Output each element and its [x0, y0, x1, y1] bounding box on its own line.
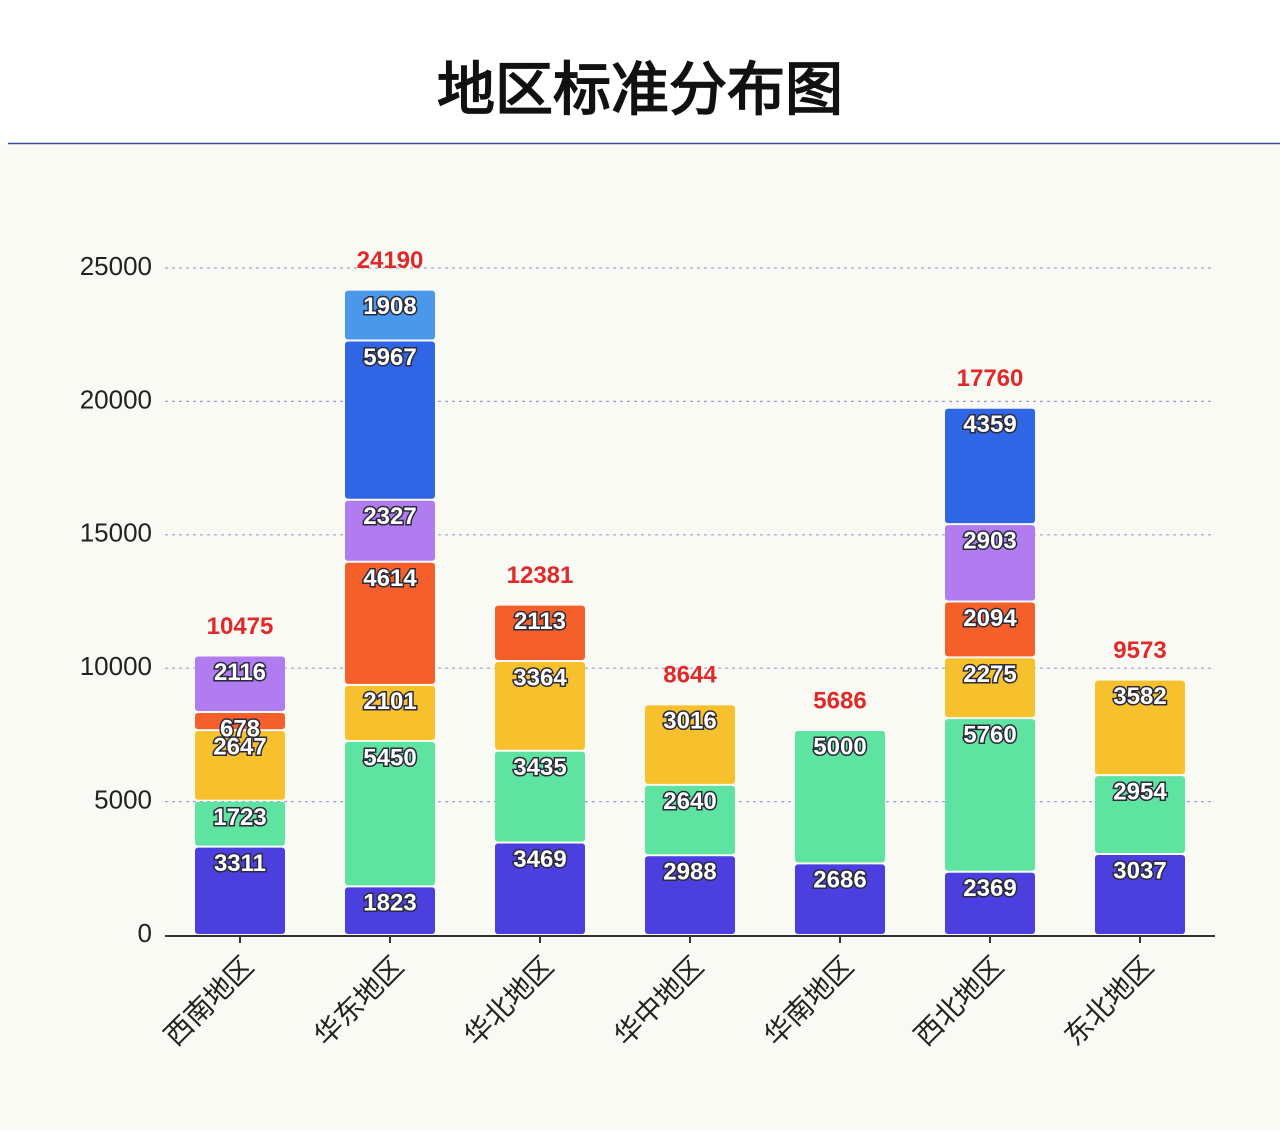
- segment-label: 1723: [213, 804, 266, 831]
- y-tick-label: 10000: [80, 651, 152, 681]
- y-tick-label: 5000: [94, 784, 152, 814]
- segment-label: 2327: [363, 503, 416, 530]
- segment-label: 3469: [513, 846, 566, 873]
- segment-label: 4359: [963, 411, 1016, 438]
- segment-label: 3582: [1113, 683, 1166, 710]
- total-label: 9573: [1113, 637, 1166, 664]
- bar-segment: [495, 605, 585, 661]
- bar-segment: [345, 290, 435, 340]
- bar-segment: [495, 843, 585, 934]
- segment-label: 2686: [813, 867, 866, 894]
- bar-segment: [345, 500, 435, 561]
- bar-segment: [945, 719, 1035, 871]
- header-bg: [0, 0, 1280, 143]
- bar-segment: [945, 525, 1035, 601]
- total-label: 5686: [813, 687, 866, 714]
- segment-label: 2647: [213, 733, 266, 760]
- segment-label: 5967: [363, 344, 416, 371]
- bar-segment: [345, 685, 435, 740]
- bar-segment: [945, 872, 1035, 934]
- bar-segment: [645, 785, 735, 855]
- segment-label: 5450: [363, 744, 416, 771]
- segment-label: 4614: [363, 565, 417, 592]
- segment-label: 2954: [1113, 779, 1167, 806]
- segment-label: 1823: [363, 890, 416, 917]
- segment-label: 2094: [963, 605, 1017, 632]
- bar-segment: [195, 801, 285, 846]
- total-label: 17760: [957, 365, 1024, 392]
- total-label: 24190: [357, 247, 424, 274]
- bar-segment: [795, 864, 885, 934]
- chart-title: 地区标准分布图: [437, 57, 843, 122]
- bar-segment: [195, 712, 285, 730]
- bar-segment: [945, 602, 1035, 657]
- y-tick-label: 20000: [80, 384, 152, 414]
- bar-segment: [945, 408, 1035, 524]
- segment-label: 3435: [513, 754, 566, 781]
- bar-segment: [345, 887, 435, 934]
- y-tick-label: 25000: [80, 251, 152, 281]
- bar-segment: [195, 731, 285, 800]
- bar-segment: [495, 751, 585, 842]
- bar-segment: [1095, 680, 1185, 775]
- segment-label: 2275: [963, 661, 1016, 688]
- segment-label: 2369: [963, 875, 1016, 902]
- bar-segment: [645, 705, 735, 784]
- segment-label: 2101: [363, 688, 416, 715]
- segment-label: 3016: [663, 708, 716, 735]
- segment-label: 2116: [214, 659, 266, 686]
- segment-label: 2640: [663, 788, 716, 815]
- segment-label: 2903: [963, 527, 1016, 554]
- bar-segment: [345, 741, 435, 886]
- plot-bg: [0, 144, 1280, 1130]
- y-tick-label: 15000: [80, 518, 152, 548]
- bar-segment: [495, 662, 585, 750]
- bar-segment: [195, 656, 285, 711]
- total-label: 8644: [663, 662, 717, 689]
- segment-label: 5760: [963, 721, 1016, 748]
- bar-segment: [645, 856, 735, 934]
- bar-segment: [1095, 776, 1185, 853]
- bar-segment: [195, 847, 285, 934]
- segment-label: 3364: [513, 664, 567, 691]
- segment-label: 1908: [363, 293, 416, 320]
- bar-segment: [345, 341, 435, 499]
- segment-label: 3037: [1113, 857, 1166, 884]
- bar-segment: [795, 730, 885, 863]
- bar-segment: [945, 658, 1035, 718]
- segment-label: 3311: [214, 850, 266, 877]
- bar-segment: [1095, 854, 1185, 934]
- bar-segment: [345, 562, 435, 684]
- segment-label: 5000: [813, 733, 866, 760]
- y-tick-label: 0: [138, 918, 152, 948]
- total-label: 12381: [507, 562, 574, 589]
- segment-label: 2988: [663, 859, 716, 886]
- segment-label: 2113: [514, 608, 566, 635]
- total-label: 10475: [207, 613, 274, 640]
- segment-label: 678: [220, 715, 260, 742]
